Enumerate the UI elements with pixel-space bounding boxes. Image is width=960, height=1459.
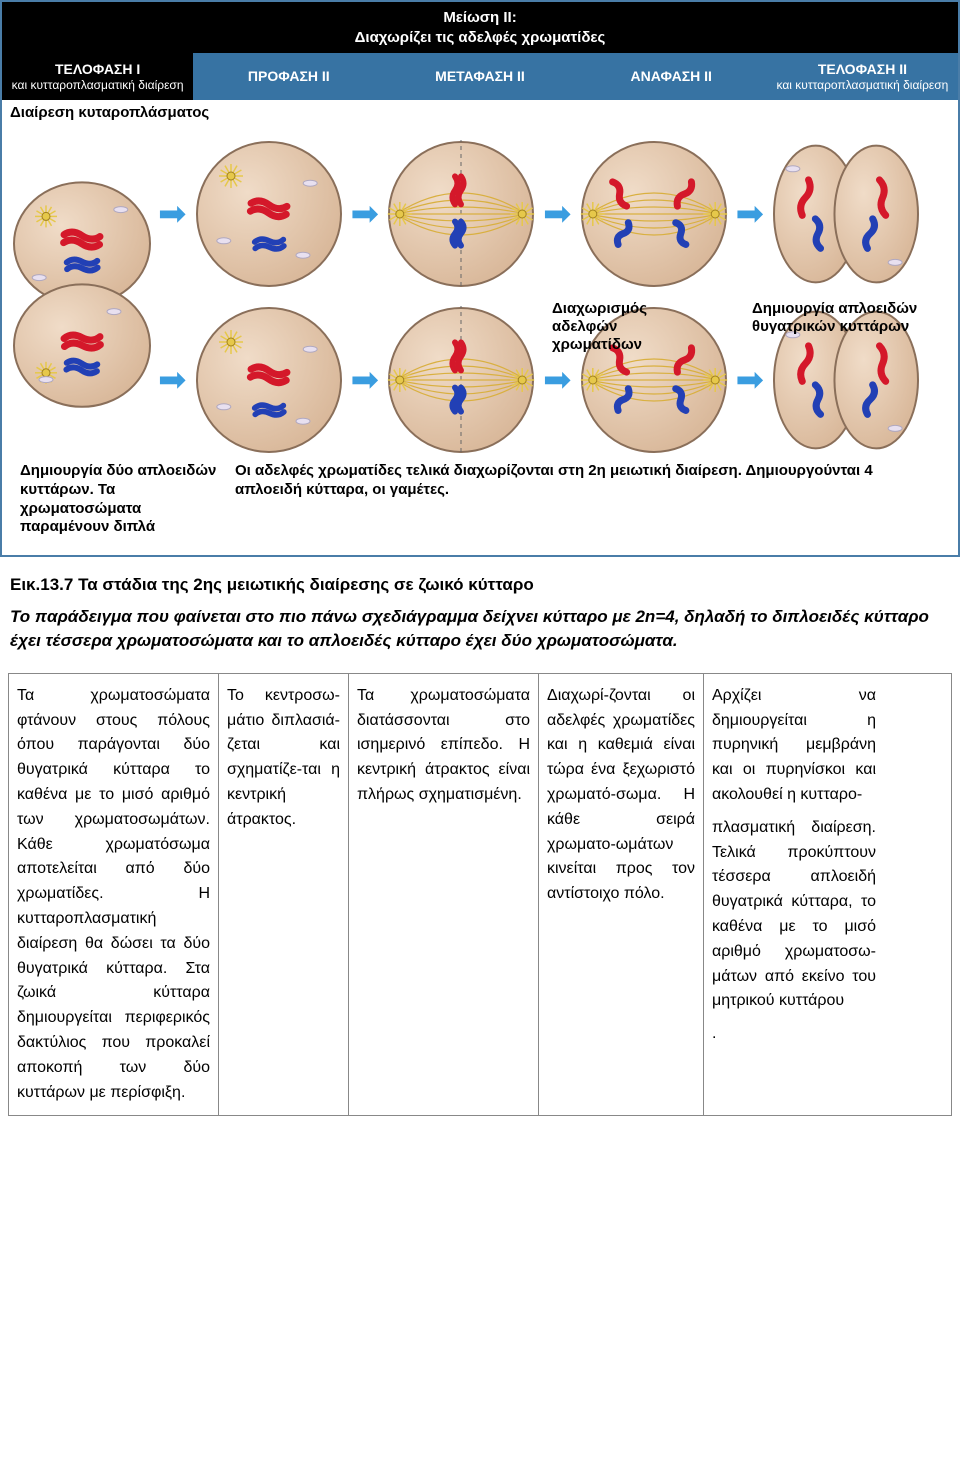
arrow-icon: ➡ [543, 194, 572, 234]
cell-prophase2 [195, 306, 343, 454]
meiosis-diagram-panel: Μείωση ΙΙ: Διαχωρίζει τις αδελφές χρωματ… [0, 0, 960, 557]
diagram-row-0: ➡ ➡ ➡ ➡ [158, 140, 920, 288]
arrow-icon: ➡ [158, 360, 187, 400]
arrow-icon: ➡ [351, 360, 380, 400]
diagram-title-line2: Διαχωρίζει τις αδελφές χρωματίδες [6, 28, 954, 48]
label-cyto-division: Διαίρεση κυταροπλάσματος [10, 104, 209, 122]
arrow-icon: ➡ [351, 194, 380, 234]
meiosis2-rows: ➡ ➡ ➡ ➡ ➡ ➡ ➡ [158, 140, 920, 454]
arrow-icon: ➡ [736, 360, 765, 400]
cell-prophase2 [195, 140, 343, 288]
arrow-icon: ➡ [158, 194, 187, 234]
phase-header-ΜΕΤΑΦΑΣΗ ΙΙ: ΜΕΤΑΦΑΣΗ ΙΙ [384, 53, 575, 100]
desc-cell-1: Το κεντροσω-μάτιο διπλασιά-ζεται και σχη… [219, 674, 349, 1116]
figure-caption: Εικ.13.7 Τα στάδια της 2ης μειωτικής δια… [0, 567, 960, 605]
phase-header-row: ΤΕΛΟΦΑΣΗ Ικαι κυτταροπλασματική διαίρεση… [2, 53, 958, 100]
telophase1-column [12, 179, 152, 415]
caption-right: Οι αδελφές χρωματίδες τελικά διαχωρίζοντ… [235, 462, 940, 537]
cell-metaphase2 [387, 306, 535, 454]
diagram-title-bar: Μείωση ΙΙ: Διαχωρίζει τις αδελφές χρωματ… [2, 2, 958, 53]
cell-telophase2 [772, 140, 920, 288]
caption-left: Δημιουργία δύο απλοειδών κυττάρων. Τα χρ… [20, 462, 225, 537]
intro-paragraph: Το παράδειγμα που φαίνεται στο πιο πάνω … [0, 605, 960, 673]
diagram-bottom-captions: Δημιουργία δύο απλοειδών κυττάρων. Τα χρ… [12, 454, 948, 545]
phase-header-ΤΕΛΟΦΑΣΗ ΙΙ: ΤΕΛΟΦΑΣΗ ΙΙκαι κυτταροπλασματική διαίρεσ… [767, 53, 958, 100]
cell-metaphase2 [387, 140, 535, 288]
cell-telophase1 [12, 179, 152, 410]
arrow-icon: ➡ [736, 194, 765, 234]
desc-cell-2: Τα χρωματοσώματα διατάσσονται στο ισημερ… [349, 674, 539, 1116]
cell-anaphase2 [580, 140, 728, 288]
phase-header-ΠΡΟΦΑΣΗ ΙΙ: ΠΡΟΦΑΣΗ ΙΙ [193, 53, 384, 100]
phase-header-ΑΝΑΦΑΣΗ ΙΙ: ΑΝΑΦΑΣΗ ΙΙ [576, 53, 767, 100]
phase-header-ΤΕΛΟΦΑΣΗ Ι: ΤΕΛΟΦΑΣΗ Ικαι κυτταροπλασματική διαίρεση [2, 53, 193, 100]
label-sister-sep: Διαχωρισμός αδελφών χρωματίδων [552, 300, 702, 354]
description-table: Τα χρωματοσώματα φτάνουν στους πόλους όπ… [8, 673, 952, 1117]
arrow-icon: ➡ [543, 360, 572, 400]
desc-cell-0: Τα χρωματοσώματα φτάνουν στους πόλους όπ… [9, 674, 219, 1116]
desc-cell-4: Αρχίζει να δημιουργείται η πυρηνική μεμβ… [704, 674, 884, 1116]
desc-cell-3: Διαχωρί-ζονται οι αδελφές χρωματίδες και… [539, 674, 704, 1116]
label-haploid-creation: Δημιουργία απλοειδών θυγατρικών κυττάρων [752, 300, 932, 336]
diagram-body: Διαίρεση κυταροπλάσματος Διαχωρισμός αδε… [2, 100, 958, 555]
diagram-title-line1: Μείωση ΙΙ: [6, 8, 954, 28]
diagram-cell-rows: ➡ ➡ ➡ ➡ ➡ ➡ ➡ [12, 110, 948, 454]
